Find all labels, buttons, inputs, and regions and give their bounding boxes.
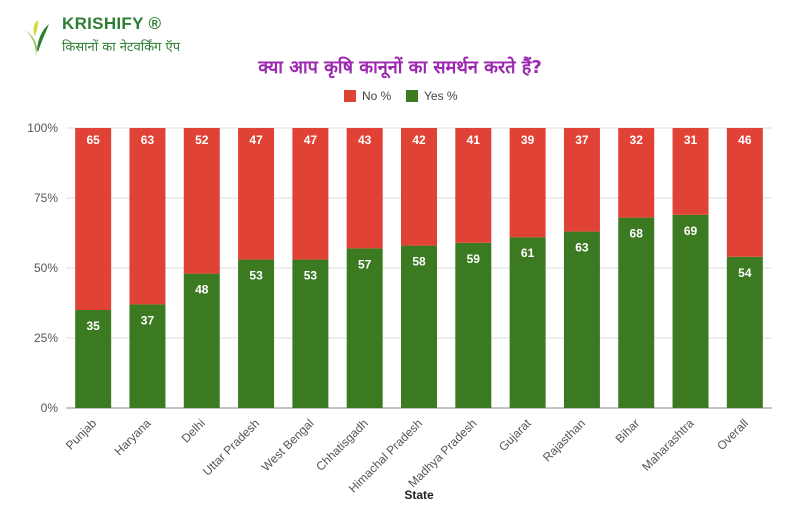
bar-yes: [129, 304, 166, 408]
x-tick-label: Overall: [714, 416, 751, 453]
bar-no: [292, 128, 329, 260]
bar-no: [726, 128, 763, 257]
bar-no: [401, 128, 437, 246]
y-tick-label: 50%: [34, 261, 58, 275]
brand-tagline: किसानों का नेटवर्किंग ऍप: [62, 40, 181, 55]
bar-yes: [401, 245, 437, 408]
data-label-yes: 61: [521, 246, 535, 260]
legend-swatch: [344, 90, 356, 102]
brand-name: KRISHIFY ®: [62, 14, 162, 33]
bar-no: [238, 128, 275, 260]
x-tick-label: Uttar Pradesh: [200, 416, 262, 478]
data-label-yes: 53: [304, 269, 318, 283]
x-tick-label: West Bengal: [259, 416, 317, 474]
x-tick-label: Punjab: [63, 416, 100, 453]
data-label-no: 31: [684, 133, 698, 147]
bar-yes: [75, 310, 112, 408]
bar-yes: [455, 242, 492, 408]
data-label-no: 52: [195, 133, 209, 147]
x-tick-label: Gujarat: [496, 416, 534, 454]
krishify-logo-icon: [25, 20, 49, 56]
data-label-no: 63: [141, 133, 155, 147]
chart-title: क्या आप कृषि कानूनों का समर्थन करते हैं?: [258, 57, 542, 78]
data-label-yes: 37: [141, 313, 155, 327]
bar-no: [672, 128, 709, 215]
data-label-no: 32: [630, 133, 644, 147]
data-label-yes: 58: [412, 255, 426, 269]
bar-yes: [726, 256, 763, 408]
bar-yes: [618, 217, 655, 408]
x-tick-label: Rajasthan: [540, 416, 588, 464]
data-label-yes: 59: [467, 252, 481, 266]
bar-yes: [563, 231, 600, 408]
data-label-yes: 68: [630, 227, 644, 241]
bar-yes: [509, 237, 546, 408]
data-label-yes: 35: [86, 319, 100, 333]
data-label-no: 47: [249, 133, 263, 147]
bar-yes: [238, 259, 275, 408]
bar-no: [618, 128, 655, 218]
y-tick-label: 0%: [41, 401, 59, 415]
bar-no: [509, 128, 546, 238]
data-label-no: 46: [738, 133, 752, 147]
legend-swatch: [406, 90, 418, 102]
bar-yes: [292, 259, 329, 408]
bar-no: [346, 128, 383, 249]
legend-label: Yes %: [424, 89, 458, 103]
bar-yes: [346, 248, 383, 408]
bar-yes: [672, 214, 709, 408]
bar-no: [75, 128, 112, 310]
data-label-no: 43: [358, 133, 372, 147]
x-tick-label: Bihar: [613, 416, 643, 446]
data-label-no: 65: [86, 133, 100, 147]
x-tick-label: Delhi: [179, 416, 208, 445]
x-axis-title: State: [404, 488, 434, 502]
bar-no: [183, 128, 220, 274]
data-label-no: 39: [521, 133, 535, 147]
bar-yes: [183, 273, 220, 408]
data-label-yes: 48: [195, 283, 209, 297]
data-label-yes: 54: [738, 266, 752, 280]
data-label-no: 37: [575, 133, 589, 147]
bar-no: [563, 128, 600, 232]
y-tick-label: 25%: [34, 331, 58, 345]
data-label-yes: 69: [684, 224, 698, 238]
data-label-no: 41: [467, 133, 481, 147]
x-tick-label: Chhatisgadh: [313, 416, 371, 474]
bar-no: [455, 128, 492, 243]
data-label-yes: 57: [358, 257, 372, 271]
data-label-yes: 63: [575, 241, 589, 255]
data-label-yes: 53: [249, 269, 263, 283]
data-label-no: 42: [412, 133, 426, 147]
brand-header: KRISHIFY ® किसानों का नेटवर्किंग ऍप: [22, 14, 180, 58]
bar-no: [129, 128, 166, 305]
y-tick-label: 75%: [34, 191, 58, 205]
legend-label: No %: [362, 89, 392, 103]
x-tick-label: Haryana: [112, 416, 154, 458]
y-tick-label: 100%: [27, 121, 58, 135]
data-label-no: 47: [304, 133, 318, 147]
x-tick-label: Maharashtra: [639, 416, 697, 474]
